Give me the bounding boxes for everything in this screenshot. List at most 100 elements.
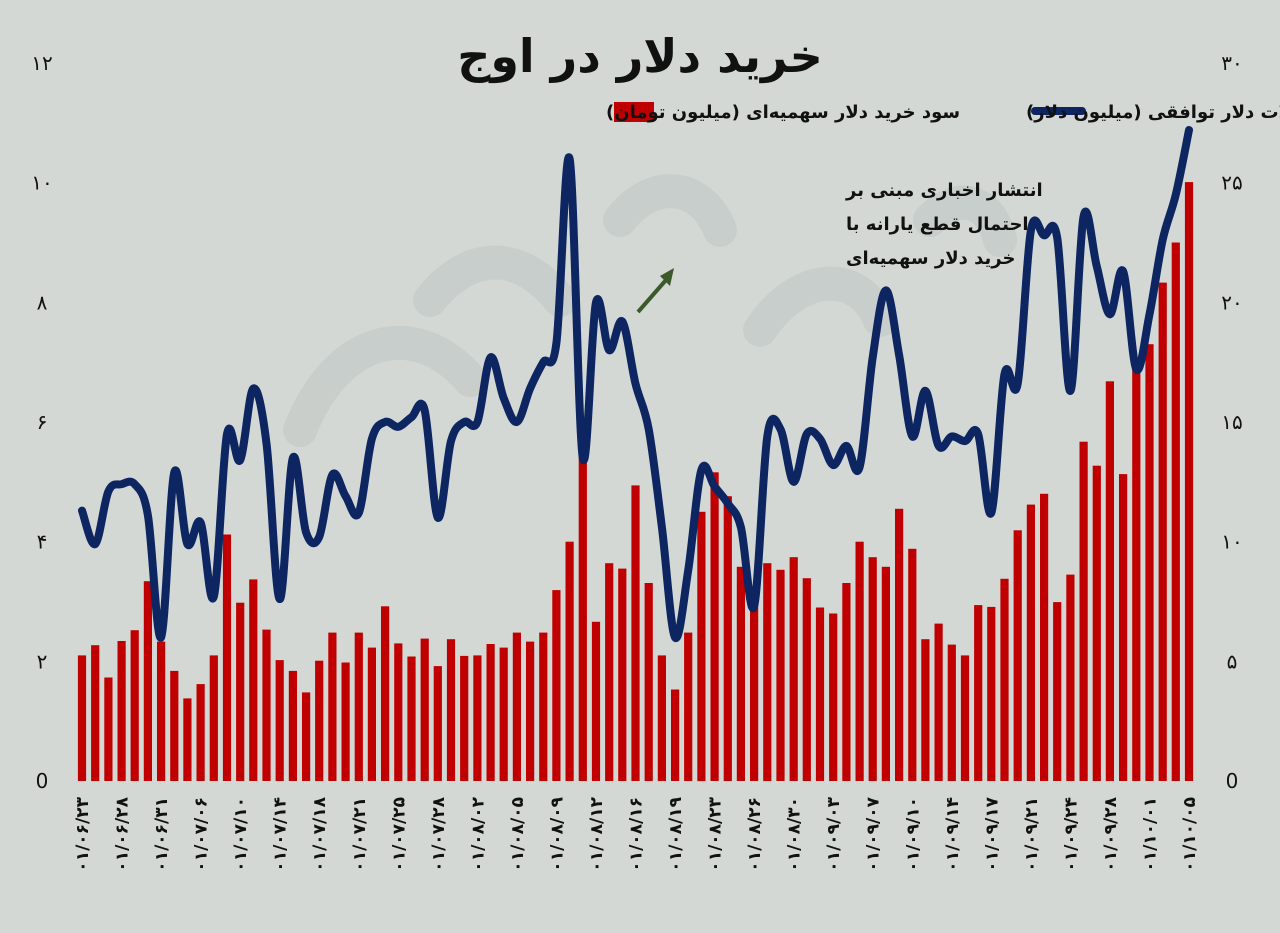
bar bbox=[486, 644, 495, 781]
bar bbox=[565, 541, 574, 781]
bar bbox=[987, 606, 996, 781]
right-tick-label: ۲۵ bbox=[1221, 171, 1242, 195]
bar bbox=[288, 670, 297, 781]
annotation-line-3: خرید دلار سهمیه‌ای bbox=[846, 248, 1015, 269]
annotation-arrowhead bbox=[660, 268, 674, 286]
x-tick-label: ۰۱/۱۰/۰۵ bbox=[1180, 797, 1200, 872]
bar bbox=[183, 698, 192, 781]
bar bbox=[117, 641, 126, 781]
bar bbox=[1158, 282, 1167, 781]
bar bbox=[710, 472, 719, 781]
bar bbox=[1119, 474, 1128, 781]
x-tick-label: ۰۱/۰۷/۱۰ bbox=[231, 797, 251, 872]
x-tick-label: ۰۱/۰۹/۰۷ bbox=[864, 796, 884, 871]
x-tick-label: ۰۱/۰۷/۱۴ bbox=[271, 797, 291, 872]
bar bbox=[750, 599, 759, 781]
bar bbox=[802, 578, 811, 781]
left-tick-label: ۲ bbox=[37, 649, 48, 673]
bar bbox=[776, 569, 785, 781]
bar bbox=[1079, 441, 1088, 781]
bar bbox=[578, 428, 587, 781]
bar bbox=[974, 605, 983, 781]
x-tick-label: ۰۱/۰۷/۲۸ bbox=[429, 796, 449, 871]
bar bbox=[526, 641, 535, 781]
legend-bar-label: سود خرید دلار سهمیه‌ای (میلیون تومان) bbox=[606, 102, 960, 123]
watermark bbox=[283, 174, 1017, 447]
bar bbox=[420, 638, 429, 781]
x-tick-label: ۰۱/۰۹/۱۷ bbox=[982, 796, 1002, 871]
left-tick-label: ۱۲ bbox=[31, 51, 52, 75]
bar bbox=[354, 632, 363, 781]
annotation-arrow bbox=[636, 278, 668, 314]
bar bbox=[605, 563, 614, 781]
right-axis: 0 ۵ ۱۰ ۱۵ ۲۰ ۲۵ ۳۰ bbox=[1221, 51, 1242, 793]
bar bbox=[512, 632, 521, 781]
x-tick-label: ۰۱/۰۹/۲۴ bbox=[1061, 797, 1081, 872]
bar bbox=[1171, 242, 1180, 781]
bar bbox=[157, 641, 166, 781]
bar bbox=[236, 602, 245, 781]
bar bbox=[618, 568, 627, 781]
bar bbox=[302, 692, 311, 781]
bar bbox=[908, 548, 917, 781]
right-tick-label: ۵ bbox=[1227, 649, 1238, 673]
x-tick-label: ۰۱/۰۸/۳۰ bbox=[785, 797, 805, 872]
bar bbox=[1066, 574, 1075, 781]
bar bbox=[829, 613, 838, 781]
left-tick-label: ۱۰ bbox=[31, 171, 52, 195]
bar bbox=[367, 647, 376, 781]
bar bbox=[341, 662, 350, 781]
x-tick-label: ۰۱/۰۹/۲۱ bbox=[1022, 797, 1042, 872]
x-tick-label: ۰۱/۰۸/۰۲ bbox=[468, 796, 488, 871]
right-tick-label: ۱۰ bbox=[1221, 530, 1242, 554]
bar bbox=[1000, 578, 1009, 781]
x-tick-label: ۰۱/۰۸/۲۳ bbox=[706, 796, 726, 871]
bar bbox=[196, 684, 205, 781]
x-tick-label: ۰۱/۰۹/۱۴ bbox=[943, 797, 963, 872]
annotation: انتشار اخباری مبنی بر احتمال قطع یارانه … bbox=[636, 180, 1043, 314]
bar bbox=[789, 557, 798, 781]
bar bbox=[723, 496, 732, 781]
x-tick-label: ۰۱/۰۸/۱۹ bbox=[666, 796, 686, 871]
bar bbox=[499, 647, 508, 781]
line-series bbox=[78, 126, 1193, 643]
bar bbox=[644, 583, 653, 781]
bar bbox=[1013, 530, 1022, 781]
bar bbox=[552, 590, 561, 781]
chart-title: خرید دلار در اوج bbox=[457, 29, 823, 83]
bar bbox=[473, 655, 482, 781]
left-tick-label: ۶ bbox=[37, 410, 48, 434]
x-tick-label: ۰۱/۰۸/۱۲ bbox=[587, 796, 607, 871]
bar bbox=[631, 485, 640, 781]
bar bbox=[815, 607, 825, 781]
bar bbox=[407, 656, 416, 781]
left-tick-label: ۸ bbox=[37, 290, 48, 314]
bar bbox=[868, 557, 877, 781]
bar bbox=[170, 670, 179, 781]
bar bbox=[1184, 182, 1194, 782]
legend-bar-swatch bbox=[614, 102, 654, 122]
x-tick-label: ۰۱/۱۰/۰۱ bbox=[1141, 797, 1161, 872]
bar bbox=[460, 655, 469, 781]
bar bbox=[1040, 493, 1049, 781]
bar bbox=[381, 606, 390, 781]
bar bbox=[881, 566, 890, 781]
x-tick-label: ۰۱/۰۶/۳۱ bbox=[152, 797, 172, 872]
bar bbox=[671, 689, 680, 781]
bar bbox=[539, 632, 548, 781]
bar bbox=[104, 677, 113, 781]
bar bbox=[143, 581, 152, 781]
left-tick-label: ۴ bbox=[37, 530, 48, 554]
bar bbox=[684, 632, 693, 781]
x-tick-label: ۰۱/۰۹/۰۳ bbox=[824, 796, 844, 871]
bar bbox=[1105, 381, 1114, 781]
bar bbox=[91, 645, 100, 781]
annotation-line-1: انتشار اخباری مبنی بر bbox=[845, 180, 1043, 201]
right-tick-label: ۲۰ bbox=[1221, 290, 1242, 314]
right-tick-label: 0 bbox=[1226, 769, 1239, 793]
x-tick-label: ۰۱/۰۶/۲۳ bbox=[73, 796, 93, 871]
bar bbox=[763, 563, 772, 781]
bar bbox=[855, 541, 864, 781]
